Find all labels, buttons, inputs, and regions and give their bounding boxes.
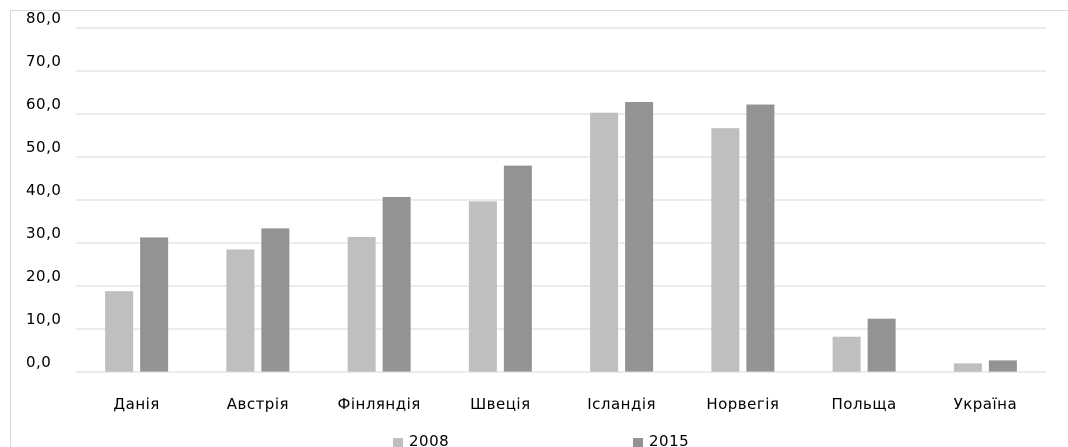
- bar-2008-5: [590, 112, 619, 373]
- x-tick-label: Норвегія: [706, 395, 779, 413]
- y-axis-tick-labels: 0,0 10,0 20,0 30,0 40,0 50,0 60,0 70,0 80,0: [26, 9, 61, 371]
- bar-2015-4: [503, 165, 532, 372]
- bar-2015-3: [382, 196, 411, 372]
- bar-2015-7: [867, 318, 896, 372]
- legend-swatch-2008: [393, 438, 403, 447]
- legend: 2008 2015: [393, 432, 689, 447]
- y-tick-label: 30,0: [26, 224, 61, 242]
- bar-2015-8: [988, 360, 1017, 372]
- y-tick-label: 0,0: [26, 353, 51, 371]
- x-tick-label: Польща: [832, 395, 897, 413]
- bar-2008-7: [832, 336, 861, 372]
- gridlines: [76, 27, 1046, 330]
- y-tick-label: 70,0: [26, 52, 61, 70]
- legend-label-2008: 2008: [409, 432, 449, 447]
- x-axis-tick-labels: Данія Австрія Фінляндія Швеція Ісландія Норве…: [113, 395, 1018, 413]
- legend-label-2015: 2015: [649, 432, 689, 447]
- bar-2008-8: [953, 363, 982, 372]
- y-tick-label: 60,0: [26, 95, 61, 113]
- x-tick-label: Фінляндія: [337, 395, 420, 413]
- x-tick-label: Данія: [113, 395, 159, 413]
- x-tick-label: Швеція: [470, 395, 531, 413]
- x-tick-label: Ісландія: [587, 395, 656, 413]
- y-tick-label: 10,0: [26, 310, 61, 328]
- bar-2008-3: [347, 236, 376, 372]
- bar-2015-6: [746, 104, 775, 372]
- x-tick-label: Україна: [954, 395, 1018, 413]
- bar-2008-2: [226, 249, 255, 372]
- legend-swatch-2015: [633, 438, 643, 447]
- chart-area: [10, 10, 1068, 447]
- x-tick-label: Австрія: [227, 395, 289, 413]
- y-tick-label: 20,0: [26, 267, 61, 285]
- bar-2008-1: [105, 291, 134, 372]
- y-tick-label: 80,0: [26, 9, 61, 27]
- bar-2008-6: [711, 128, 740, 372]
- bar-2015-5: [625, 101, 654, 373]
- bars: [105, 101, 1017, 373]
- bar-2008-4: [468, 201, 497, 372]
- bar-2015-1: [140, 237, 169, 372]
- y-tick-label: 40,0: [26, 181, 61, 199]
- bar-2015-2: [261, 228, 290, 372]
- y-tick-label: 50,0: [26, 138, 61, 156]
